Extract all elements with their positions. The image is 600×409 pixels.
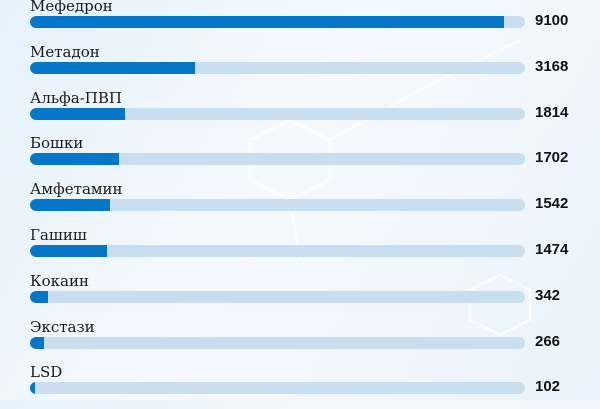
bar-label: Метадон (30, 42, 100, 61)
bar-track (30, 16, 525, 28)
bar-track (30, 153, 525, 166)
bar-row: LSD 102 (0, 363, 600, 409)
bar-label: Кокаин (30, 271, 89, 290)
bar-label: Альфа-ПВП (30, 88, 122, 107)
bar (30, 199, 111, 212)
bar-value-label: 342 (535, 286, 561, 304)
bar-row: Альфа-ПВП 1814 (0, 89, 600, 135)
bar-value-label: 266 (535, 332, 561, 350)
bar-value-label: 1814 (535, 103, 569, 121)
bar-label: Мефедрон (30, 0, 113, 15)
bar (30, 16, 505, 28)
bar-value-label: 1542 (535, 195, 569, 213)
bar-label: Экстази (30, 317, 95, 336)
bar-label: Амфетамин (30, 180, 123, 199)
bar (30, 153, 119, 166)
bar (30, 245, 107, 257)
bar (30, 382, 36, 395)
bar-track (30, 245, 525, 257)
bar-track (30, 336, 525, 349)
bar-value-label: 1702 (535, 149, 569, 167)
bar-track (30, 61, 525, 74)
bar-label: Бошки (30, 134, 84, 153)
bar-row: Гашиш 1474 (0, 226, 600, 272)
bar-label: LSD (30, 363, 63, 382)
bar-value-label: 1474 (535, 241, 569, 258)
bar-row: Экстази 266 (0, 318, 600, 364)
bar (30, 61, 196, 74)
bar (30, 336, 44, 349)
bar-row: Мефедрон 9100 (0, 0, 600, 43)
bar-value-label: 9100 (535, 12, 569, 29)
bar-track (30, 199, 525, 212)
bar-row: Амфетамин 1542 (0, 180, 600, 226)
bar-value-label: 3168 (535, 57, 569, 75)
bar-track (30, 107, 525, 120)
bar-label: Гашиш (30, 226, 87, 244)
bar-track (30, 290, 525, 303)
bar (30, 107, 125, 120)
bar (30, 290, 48, 303)
bar-row: Метадон 3168 (0, 43, 600, 89)
bar-row: Бошки 1702 (0, 134, 600, 180)
bar-track (30, 382, 525, 395)
bar-value-label: 102 (535, 378, 561, 396)
bar-row: Кокаин 342 (0, 272, 600, 318)
